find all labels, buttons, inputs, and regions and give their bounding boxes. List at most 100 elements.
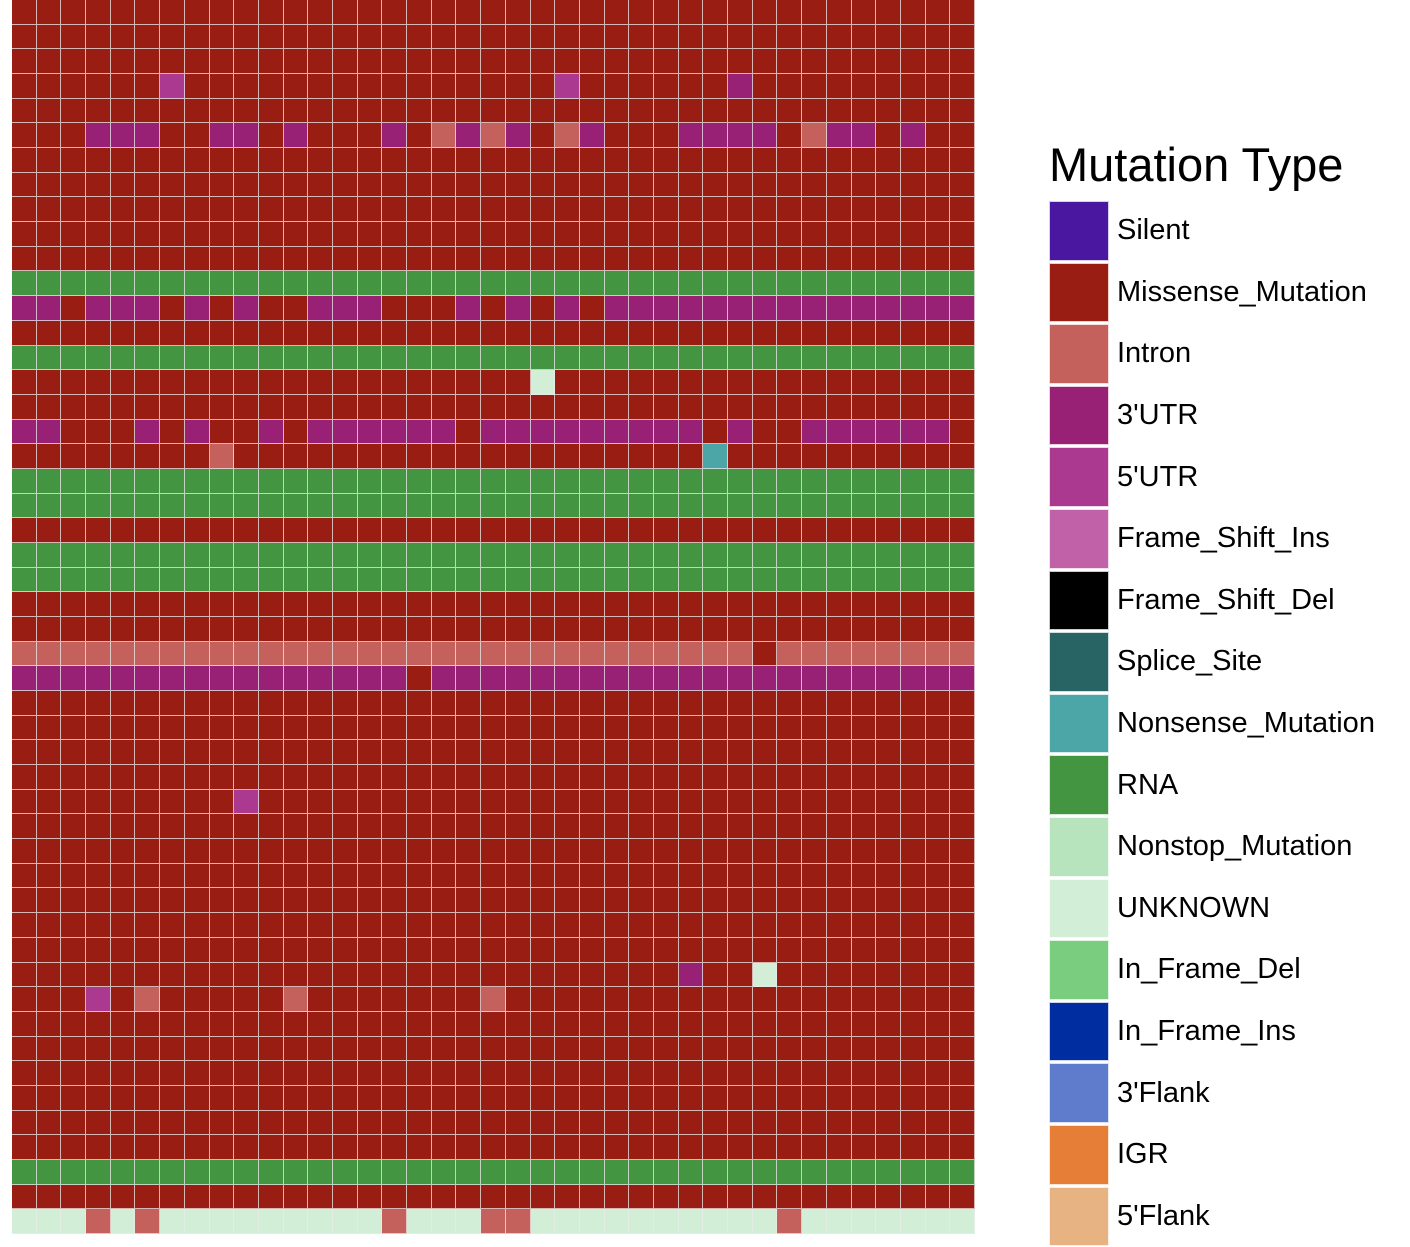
heatmap-cell bbox=[12, 617, 37, 642]
heatmap-cell bbox=[160, 543, 185, 568]
legend-item: 3'UTR bbox=[1049, 385, 1409, 447]
heatmap-cell bbox=[210, 123, 235, 148]
heatmap-cell bbox=[802, 543, 827, 568]
heatmap-cell bbox=[481, 1037, 506, 1062]
heatmap-cell bbox=[382, 592, 407, 617]
heatmap-cell bbox=[333, 1160, 358, 1185]
heatmap-cell bbox=[950, 271, 975, 296]
heatmap-cell bbox=[802, 247, 827, 272]
heatmap-cell bbox=[259, 814, 284, 839]
heatmap-cell bbox=[901, 642, 926, 667]
heatmap-cell bbox=[185, 271, 210, 296]
heatmap-cell bbox=[629, 1037, 654, 1062]
heatmap-cell bbox=[950, 296, 975, 321]
heatmap-cell bbox=[629, 888, 654, 913]
heatmap-cell bbox=[259, 420, 284, 445]
heatmap-cell bbox=[629, 568, 654, 593]
heatmap-cell bbox=[135, 568, 160, 593]
heatmap-cell bbox=[531, 790, 556, 815]
heatmap-cell bbox=[950, 1160, 975, 1185]
heatmap-cell bbox=[555, 1061, 580, 1086]
heatmap-cell bbox=[654, 420, 679, 445]
heatmap-cell bbox=[308, 444, 333, 469]
heatmap-cell bbox=[679, 568, 704, 593]
heatmap-cell bbox=[728, 1037, 753, 1062]
heatmap-cell bbox=[185, 123, 210, 148]
heatmap-cell bbox=[185, 666, 210, 691]
heatmap-cell bbox=[852, 963, 877, 988]
heatmap-cell bbox=[160, 790, 185, 815]
heatmap-cell bbox=[308, 173, 333, 198]
heatmap-cell bbox=[284, 543, 309, 568]
heatmap-cell bbox=[506, 642, 531, 667]
heatmap-cell bbox=[876, 765, 901, 790]
heatmap-cell bbox=[160, 814, 185, 839]
heatmap-cell bbox=[703, 543, 728, 568]
heatmap-cell bbox=[111, 1135, 136, 1160]
heatmap-cell bbox=[259, 173, 284, 198]
heatmap-cell bbox=[382, 271, 407, 296]
heatmap-cell bbox=[555, 568, 580, 593]
heatmap-cell bbox=[753, 839, 778, 864]
legend-label: Intron bbox=[1117, 337, 1191, 370]
heatmap-cell bbox=[802, 370, 827, 395]
heatmap-cell bbox=[926, 25, 951, 50]
heatmap-cell bbox=[456, 691, 481, 716]
heatmap-cell bbox=[679, 469, 704, 494]
heatmap-cell bbox=[86, 839, 111, 864]
heatmap-cell bbox=[876, 864, 901, 889]
heatmap-cell bbox=[531, 370, 556, 395]
heatmap-cell bbox=[629, 346, 654, 371]
heatmap-cell bbox=[210, 839, 235, 864]
heatmap-cell bbox=[333, 716, 358, 741]
heatmap-cell bbox=[37, 691, 62, 716]
heatmap-cell bbox=[333, 370, 358, 395]
heatmap-cell bbox=[876, 247, 901, 272]
heatmap-cell bbox=[531, 1037, 556, 1062]
heatmap-cell bbox=[333, 888, 358, 913]
heatmap-cell bbox=[703, 1012, 728, 1037]
heatmap-cell bbox=[728, 148, 753, 173]
heatmap-cell bbox=[37, 716, 62, 741]
heatmap-cell bbox=[37, 321, 62, 346]
heatmap-cell bbox=[876, 814, 901, 839]
heatmap-cell bbox=[777, 0, 802, 25]
heatmap-cell bbox=[333, 864, 358, 889]
heatmap-cell bbox=[506, 716, 531, 741]
heatmap-cell bbox=[284, 1135, 309, 1160]
heatmap-cell bbox=[456, 1037, 481, 1062]
heatmap-cell bbox=[358, 592, 383, 617]
heatmap-cell bbox=[679, 913, 704, 938]
heatmap-cell bbox=[61, 1061, 86, 1086]
heatmap-cell bbox=[876, 666, 901, 691]
heatmap-cell bbox=[135, 197, 160, 222]
heatmap-cell bbox=[555, 543, 580, 568]
heatmap-cell bbox=[531, 321, 556, 346]
heatmap-cell bbox=[382, 1086, 407, 1111]
legend-label: 3'UTR bbox=[1117, 399, 1198, 432]
heatmap-cell bbox=[160, 49, 185, 74]
heatmap-cell bbox=[210, 1086, 235, 1111]
heatmap-cell bbox=[259, 716, 284, 741]
heatmap-cell bbox=[135, 173, 160, 198]
heatmap-cell bbox=[506, 913, 531, 938]
heatmap-cell bbox=[827, 469, 852, 494]
heatmap-cell bbox=[111, 913, 136, 938]
heatmap-cell bbox=[37, 1135, 62, 1160]
heatmap-cell bbox=[111, 1185, 136, 1210]
heatmap-cell bbox=[728, 247, 753, 272]
heatmap-cell bbox=[481, 716, 506, 741]
heatmap-cell bbox=[753, 1135, 778, 1160]
heatmap-cell bbox=[629, 321, 654, 346]
heatmap-cell bbox=[333, 839, 358, 864]
heatmap-cell bbox=[876, 740, 901, 765]
heatmap-cell bbox=[703, 247, 728, 272]
heatmap-cell bbox=[703, 790, 728, 815]
heatmap-cell bbox=[135, 617, 160, 642]
heatmap-cell bbox=[37, 543, 62, 568]
heatmap-cell bbox=[37, 197, 62, 222]
heatmap-cell bbox=[827, 691, 852, 716]
heatmap-cell bbox=[926, 987, 951, 1012]
heatmap-cell bbox=[358, 938, 383, 963]
